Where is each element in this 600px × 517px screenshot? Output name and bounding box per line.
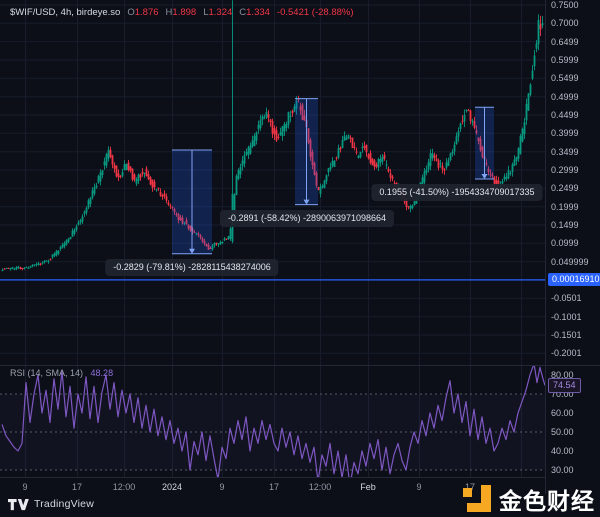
tradingview-attribution[interactable]: TradingView (8, 497, 94, 511)
price-axis-label: 0.4999 (551, 92, 579, 102)
ohlc-value: 1.898 (172, 7, 197, 18)
current-rsi-badge: 74.54 (548, 378, 581, 393)
time-axis-label: Feb (360, 482, 376, 492)
time-axis-label: 2024 (161, 482, 183, 492)
price-axis-label: -0.1501 (551, 330, 582, 340)
price-axis-label: 0.3999 (551, 128, 579, 138)
time-axis-label: 9 (22, 482, 28, 492)
jinse-brand-text: 金色财经 (499, 488, 595, 514)
rsi-axis-label: 70.00 (551, 389, 574, 399)
measurement-label[interactable]: 0.1955 (-41.50%) -1954334709017335 (371, 184, 543, 201)
ohlc-key: C (239, 7, 247, 18)
ohlc-key: L (203, 7, 209, 18)
price-axis-label: -0.0501 (551, 293, 582, 303)
measurement-label[interactable]: -0.2891 (-58.42%) -2890063971098664 (219, 210, 395, 227)
time-axis-label: 17 (268, 482, 280, 492)
price-axis-label: 0.5499 (551, 73, 579, 83)
rsi-legend[interactable]: RSI (14, SMA, 14) 48.28 (10, 368, 113, 378)
ohlc-value: 1.876 (134, 7, 159, 18)
price-scale-axis[interactable]: 0.7500 0.7000 0.6499 0.5999 0.5499 0.4999 0.44… (545, 0, 600, 494)
time-axis-label: 17 (465, 482, 475, 492)
current-price-badge: 0.00016910 (548, 273, 600, 286)
measurement-label[interactable]: -0.2829 (-79.81%) -2828115438274006 (105, 259, 279, 276)
change-value: -0.5421 (-28.88%) (276, 7, 354, 18)
time-axis-label: 12:00 (308, 482, 332, 492)
time-axis-label: 9 (219, 482, 225, 492)
rsi-axis-label: 50.00 (551, 427, 574, 437)
price-axis-label: 0.0999 (551, 238, 579, 248)
tradingview-logo-icon (8, 499, 29, 511)
price-axis-label: 0.5999 (551, 55, 579, 65)
ohlc-value: 1.324 (208, 7, 233, 18)
time-axis-label: 12:00 (112, 482, 136, 492)
price-axis-label: 0.2499 (551, 183, 579, 193)
price-axis-label: -0.1001 (551, 312, 582, 322)
rsi-axis-label: 40.00 (551, 446, 574, 456)
rsi-title[interactable]: RSI (14, SMA, 14) (10, 368, 84, 378)
price-axis-label: 0.4499 (551, 110, 579, 120)
rsi-canvas[interactable] (0, 365, 545, 477)
rsi-value: 48.28 (90, 368, 114, 378)
price-axis-label: 0.049999 (551, 257, 589, 267)
time-axis-label: 17 (71, 482, 83, 492)
price-axis-label: 0.1499 (551, 220, 579, 230)
price-axis-label: 0.7000 (551, 18, 579, 28)
ohlc-value: 1.334 (246, 7, 270, 18)
price-axis-label: 0.7500 (551, 0, 579, 10)
ohlc-key: H (165, 7, 173, 18)
candlestick-canvas[interactable] (0, 0, 545, 365)
price-chart-pane[interactable]: $WIF/USD, 4h, birdeye.so O1.876 H1.898 L1.3… (0, 0, 545, 365)
time-axis-label: 9 (416, 482, 422, 492)
rsi-axis-label: 30.00 (551, 465, 574, 475)
pane-separator[interactable] (0, 365, 600, 366)
jinse-logo-icon (463, 484, 492, 514)
price-axis-label: 0.3499 (551, 147, 579, 157)
symbol-title[interactable]: $WIF/USD, 4h, birdeye.so (10, 7, 121, 18)
price-axis-label: 0.6499 (551, 37, 579, 47)
price-axis-label: 0.2999 (551, 165, 579, 175)
price-axis-label: -0.2001 (551, 348, 582, 358)
rsi-axis-label: 60.00 (551, 408, 574, 418)
price-axis-label: 0.1999 (551, 202, 579, 212)
tradingview-label[interactable]: TradingView (34, 498, 94, 510)
jinse-finance-watermark: 金色财经 (463, 482, 595, 516)
symbol-legend[interactable]: $WIF/USD, 4h, birdeye.so O1.876 H1.898 L1.3… (10, 7, 354, 18)
rsi-indicator-pane[interactable]: RSI (14, SMA, 14) 48.28 (0, 365, 545, 477)
rsi-axis-label: 80.00 (551, 370, 574, 380)
time-scale-axis[interactable]: 9 17 12:00 2024 9 17 12:00 Feb 9 17 (0, 477, 545, 494)
ohlc-key: O (127, 7, 135, 18)
